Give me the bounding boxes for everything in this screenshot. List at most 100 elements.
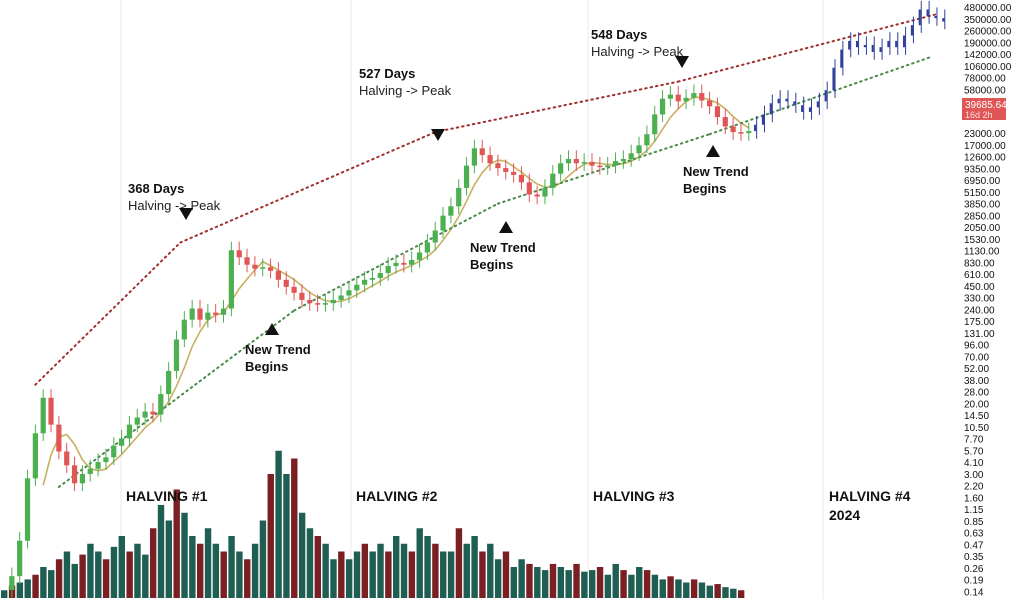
volume-bar	[361, 543, 369, 598]
peak-annotation-title: 548 Days	[591, 27, 647, 42]
forecast-candle	[942, 18, 945, 22]
volume-bar	[377, 543, 384, 598]
volume-bar	[24, 579, 31, 598]
y-tick-label: 3850.00	[964, 200, 1001, 211]
y-tick-label: 0.47	[964, 540, 984, 551]
candle	[64, 451, 70, 466]
candle	[503, 168, 509, 172]
y-tick-label: 0.63	[964, 529, 984, 540]
candle	[220, 308, 227, 315]
volume-bar	[212, 543, 220, 598]
volume-bar	[149, 528, 157, 598]
volume-bar	[40, 567, 47, 598]
down-arrow-icon	[431, 129, 445, 141]
price-tag-bg	[962, 98, 1006, 120]
trend-annotation-line1: New Trend	[683, 164, 749, 179]
halving-year: 2024	[829, 507, 860, 523]
volume-bar	[345, 559, 353, 598]
candle	[158, 394, 164, 415]
candle	[416, 252, 423, 261]
y-tick-label: 5150.00	[964, 188, 1001, 199]
y-tick-label: 106000.00	[964, 62, 1012, 73]
volume-bar	[440, 551, 447, 598]
forecast-candle	[816, 101, 819, 108]
volume-bar	[142, 554, 149, 598]
forecast-candle	[910, 25, 914, 36]
trend-annotation-line2: Begins	[245, 359, 288, 374]
candle	[424, 242, 430, 253]
peak-annotation-title: 368 Days	[128, 181, 184, 196]
forecast-candle	[903, 35, 906, 48]
candle	[166, 370, 172, 395]
y-tick-label: 2.20	[964, 482, 984, 493]
volume-bar	[502, 551, 510, 598]
trend-annotation-line1: New Trend	[470, 240, 536, 255]
y-tick-label: 14.50	[964, 411, 989, 422]
volume-bar	[683, 582, 690, 598]
forecast-candle	[801, 105, 804, 112]
candle	[189, 308, 195, 320]
peak-annotation-sub: Halving -> Peak	[128, 198, 221, 213]
y-tick-label: 0.14	[964, 587, 984, 598]
volume-bar	[589, 570, 596, 598]
y-tick-label: 23000.00	[964, 129, 1006, 140]
down-arrow-icon	[675, 56, 689, 68]
volume-bar	[79, 554, 86, 598]
candle	[79, 473, 85, 484]
volume-bar	[259, 520, 267, 598]
halving-label: HALVING #1	[126, 488, 208, 504]
y-tick-label: 0.85	[964, 517, 984, 528]
volume-bar	[534, 567, 541, 598]
volume-bar	[659, 579, 666, 598]
candle	[267, 267, 274, 271]
y-tick-label: 480000.00	[964, 3, 1012, 14]
volume-bar	[714, 584, 721, 598]
candle	[291, 286, 297, 293]
volume-bar	[283, 474, 290, 598]
y-tick-label: 830.00	[964, 258, 995, 269]
candle	[338, 295, 344, 300]
candle	[605, 165, 611, 168]
volume-bar	[573, 563, 580, 598]
volume-bar	[455, 528, 463, 598]
volume-bar	[730, 588, 737, 598]
candle	[283, 279, 289, 287]
volume-bar	[55, 559, 63, 598]
candle	[636, 145, 642, 154]
candle	[346, 290, 352, 296]
candle	[307, 299, 313, 304]
volume-bar	[181, 512, 188, 598]
candle	[534, 194, 540, 197]
volume-bar	[604, 574, 612, 598]
candle	[667, 94, 673, 99]
volume-bar	[698, 582, 706, 598]
candle	[354, 284, 360, 291]
trend-annotation-line2: Begins	[470, 257, 513, 272]
volume-layer	[1, 450, 745, 598]
volume-bar	[416, 528, 423, 598]
candle	[573, 158, 579, 164]
trend-annotation-line1: New Trend	[245, 342, 311, 357]
candle	[95, 462, 101, 469]
candle	[244, 257, 250, 265]
volume-bar	[189, 536, 196, 598]
volume-bar	[267, 474, 274, 598]
forecast-candle	[769, 103, 772, 115]
volume-bar	[63, 551, 71, 598]
candle	[746, 131, 752, 134]
peak-annotation-sub: Halving -> Peak	[591, 44, 684, 59]
candle	[197, 308, 203, 320]
candle	[40, 397, 46, 434]
volume-bar	[596, 567, 604, 598]
candle	[659, 98, 666, 115]
volume-bar	[526, 563, 533, 598]
volume-bar	[16, 582, 24, 598]
candle	[456, 187, 462, 207]
forecast-candle	[895, 40, 898, 48]
volume-bar	[204, 528, 212, 598]
volume-bar	[690, 579, 698, 598]
y-tick-label: 0.19	[964, 576, 984, 587]
volume-bar	[244, 559, 251, 598]
